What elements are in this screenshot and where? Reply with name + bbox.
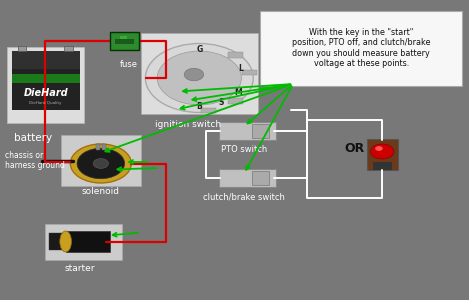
Text: With the key in the "start"
position, PTO off, and clutch/brake
down you should : With the key in the "start" position, PT… xyxy=(292,28,431,68)
FancyBboxPatch shape xyxy=(201,108,216,113)
Bar xyxy=(96,144,100,150)
FancyBboxPatch shape xyxy=(12,54,80,110)
Text: fuse: fuse xyxy=(120,60,138,69)
Text: ignition switch: ignition switch xyxy=(155,120,220,129)
FancyBboxPatch shape xyxy=(260,11,462,85)
Circle shape xyxy=(184,68,204,81)
Bar xyxy=(102,144,106,150)
Text: clutch/brake switch: clutch/brake switch xyxy=(203,192,285,201)
FancyBboxPatch shape xyxy=(367,139,398,170)
Ellipse shape xyxy=(60,231,71,252)
Bar xyxy=(64,46,73,51)
Bar xyxy=(373,162,392,169)
Text: PTO switch: PTO switch xyxy=(221,146,267,154)
Circle shape xyxy=(145,44,253,112)
FancyBboxPatch shape xyxy=(228,98,243,104)
Circle shape xyxy=(70,144,131,183)
Text: DieHard Quality: DieHard Quality xyxy=(30,101,62,105)
FancyBboxPatch shape xyxy=(61,135,141,186)
Circle shape xyxy=(371,144,394,159)
Bar xyxy=(18,46,26,51)
FancyBboxPatch shape xyxy=(252,171,269,184)
Text: M: M xyxy=(234,88,242,97)
Circle shape xyxy=(157,51,242,105)
Text: chassis or
harness ground: chassis or harness ground xyxy=(5,151,65,170)
Text: starter: starter xyxy=(64,264,95,273)
Circle shape xyxy=(375,146,383,151)
Text: S: S xyxy=(219,98,224,107)
FancyBboxPatch shape xyxy=(219,169,276,187)
Text: OR: OR xyxy=(344,142,364,155)
FancyBboxPatch shape xyxy=(110,32,139,50)
FancyBboxPatch shape xyxy=(219,122,276,140)
FancyBboxPatch shape xyxy=(141,33,258,114)
Bar xyxy=(115,39,134,43)
Text: L: L xyxy=(238,64,243,73)
Text: solenoid: solenoid xyxy=(82,188,120,196)
FancyBboxPatch shape xyxy=(12,74,80,82)
FancyBboxPatch shape xyxy=(228,52,243,58)
FancyBboxPatch shape xyxy=(242,70,257,75)
Text: battery: battery xyxy=(14,134,52,143)
FancyBboxPatch shape xyxy=(7,46,84,123)
Circle shape xyxy=(77,148,125,179)
Bar xyxy=(120,36,127,39)
Text: B: B xyxy=(197,102,202,111)
Bar xyxy=(66,231,110,252)
Circle shape xyxy=(93,159,108,168)
Text: G: G xyxy=(196,45,203,54)
Text: DieHard: DieHard xyxy=(23,88,68,98)
FancyBboxPatch shape xyxy=(12,51,80,69)
FancyBboxPatch shape xyxy=(45,224,122,260)
Bar xyxy=(49,233,68,250)
FancyBboxPatch shape xyxy=(252,124,269,138)
